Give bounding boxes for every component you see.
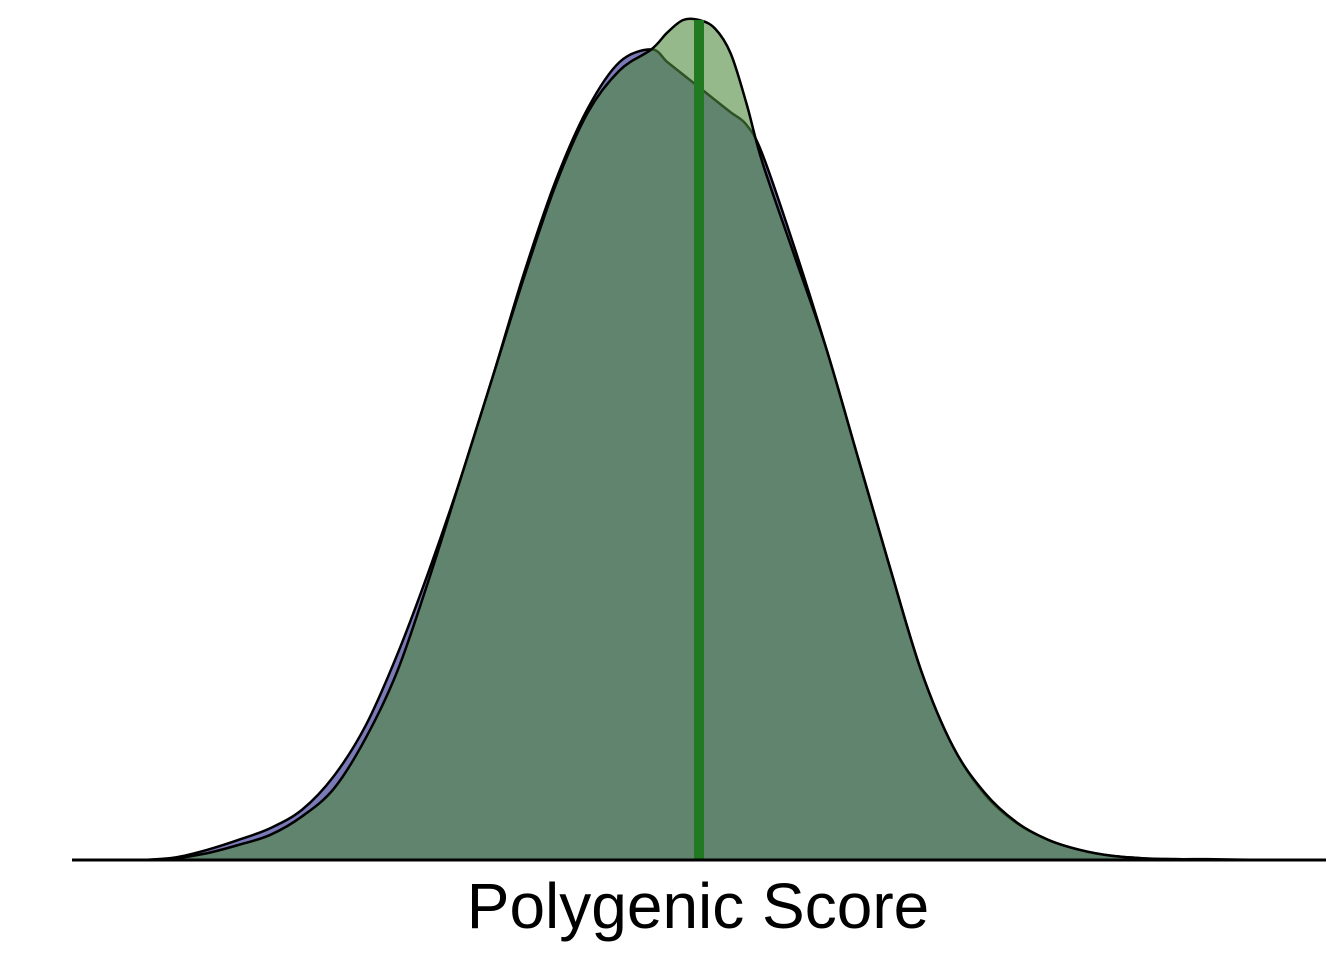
- density-areas: [142, 17, 1288, 862]
- x-axis-label: Polygenic Score: [467, 870, 929, 942]
- density-area-2: [142, 17, 1288, 862]
